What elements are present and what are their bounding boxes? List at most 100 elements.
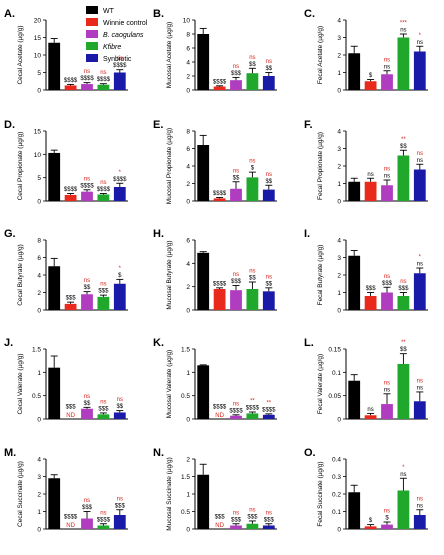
y-tick-label: 5 xyxy=(37,175,41,182)
y-tick-label: 8 xyxy=(186,129,190,136)
panel-letter: K. xyxy=(153,337,164,349)
significance-label: ns xyxy=(233,64,239,70)
bar-3 xyxy=(397,37,410,90)
significance-label: * xyxy=(419,255,422,261)
bar-0 xyxy=(197,34,210,90)
significance-label: ** xyxy=(266,400,271,406)
bar-2 xyxy=(230,188,242,201)
y-tick-label: 2 xyxy=(337,53,341,60)
significance-label: ns xyxy=(384,174,390,180)
significance-label: $$ xyxy=(116,404,123,410)
panel-letter: F. xyxy=(304,119,313,131)
y-tick-label: 3 xyxy=(37,474,41,481)
bar-4 xyxy=(113,72,126,90)
legend-swatch xyxy=(86,6,98,14)
y-tick-label: 1.5 xyxy=(32,347,41,354)
y-tick-label: 6 xyxy=(186,46,190,53)
y-axis-label: Cecal Acetate (µg/g) xyxy=(17,25,24,84)
significance-label: $ xyxy=(385,516,389,522)
significance-label: $$$$ xyxy=(64,187,78,193)
significance-label: $$ xyxy=(265,179,272,185)
y-axis-label: Fecal Succinate (µg/g) xyxy=(317,461,324,526)
bar-3 xyxy=(97,296,110,310)
significance-label: ns xyxy=(384,64,390,70)
significance-label: ns xyxy=(84,278,90,284)
significance-label: $ xyxy=(369,518,373,524)
significance-label: $$$ xyxy=(98,406,109,412)
y-tick-label: 2 xyxy=(186,74,190,81)
y-tick-label: 0 xyxy=(37,199,41,206)
bar-4 xyxy=(413,51,426,90)
significance-label: $$$$ xyxy=(97,187,111,193)
significance-label: * xyxy=(119,170,122,176)
significance-label: $$$ xyxy=(247,514,258,520)
bar-3 xyxy=(97,414,110,419)
bar-3 xyxy=(246,73,259,90)
y-tick-label: 2 xyxy=(337,164,341,171)
significance-label: $$$$ xyxy=(64,78,78,84)
significance-label: $$$ xyxy=(98,289,109,295)
significance-label: * xyxy=(402,465,405,471)
significance-label: ns xyxy=(384,167,390,173)
y-tick-label: 1 xyxy=(186,492,190,499)
y-axis-label: Fecal Valerate (µg/g) xyxy=(317,354,324,414)
bar-0 xyxy=(48,42,61,90)
y-tick-label: 0.1 xyxy=(332,370,341,377)
significance-label: $$$$ xyxy=(64,515,78,521)
bar-0 xyxy=(197,365,210,419)
significance-label: ns xyxy=(233,401,239,407)
significance-label: ns xyxy=(117,397,123,403)
significance-label: ns xyxy=(384,509,390,515)
bar-1 xyxy=(213,86,226,90)
significance-label: ns xyxy=(417,378,423,384)
y-tick-label: 2 xyxy=(186,457,190,464)
y-tick-label: 1 xyxy=(37,370,41,377)
significance-label: $$$$ xyxy=(213,79,227,85)
y-tick-label: 0 xyxy=(337,308,341,315)
legend-swatch xyxy=(86,54,98,62)
significance-label: $$ xyxy=(249,276,256,282)
significance-label: ns xyxy=(384,57,390,63)
y-tick-label: 15 xyxy=(34,129,42,136)
y-tick-label: 3 xyxy=(337,35,341,42)
bar-3 xyxy=(246,289,259,310)
bar-4 xyxy=(413,169,426,201)
bar-0 xyxy=(48,478,61,529)
panel-letter: L. xyxy=(304,337,314,349)
significance-label: $$$ xyxy=(115,503,126,509)
y-tick-label: 10 xyxy=(34,152,42,159)
significance-label: * xyxy=(119,266,122,272)
y-tick-label: 1 xyxy=(337,70,341,77)
bar-1 xyxy=(364,296,377,310)
panel-letter: O. xyxy=(304,447,316,459)
significance-label: $$$ xyxy=(231,279,242,285)
y-tick-label: 0 xyxy=(337,527,341,534)
legend-label: Kfibre xyxy=(103,44,121,51)
legend-swatch xyxy=(86,18,98,26)
bar-4 xyxy=(413,401,426,419)
y-tick-label: 0.5 xyxy=(181,393,190,400)
significance-label: $$$$ xyxy=(80,76,94,82)
y-tick-label: 6 xyxy=(186,238,190,245)
bar-0 xyxy=(348,492,361,529)
y-axis-label: Mucosal Valerate (µg/g) xyxy=(166,350,173,419)
y-tick-label: 0.5 xyxy=(181,509,190,516)
bar-1 xyxy=(64,85,77,90)
significance-label: $ xyxy=(369,73,373,79)
significance-label: $$ xyxy=(400,347,407,353)
significance-label: $$$$ xyxy=(113,63,127,69)
bar-2 xyxy=(81,408,93,419)
y-tick-label: 4 xyxy=(337,238,341,245)
y-axis-label: Cecal Butyrate (µg/g) xyxy=(17,244,24,306)
y-tick-label: 8 xyxy=(186,32,190,39)
significance-label: ns xyxy=(417,503,423,509)
panel-N: N. 0 0.5 1 1.5 2 Mucosal Succinate (µg/g) ND $$$… xyxy=(153,447,277,534)
significance-label: $$ xyxy=(233,175,240,181)
bar-3 xyxy=(246,523,259,529)
y-tick-label: 10 xyxy=(34,53,42,60)
significance-label: $$$ xyxy=(66,296,77,302)
